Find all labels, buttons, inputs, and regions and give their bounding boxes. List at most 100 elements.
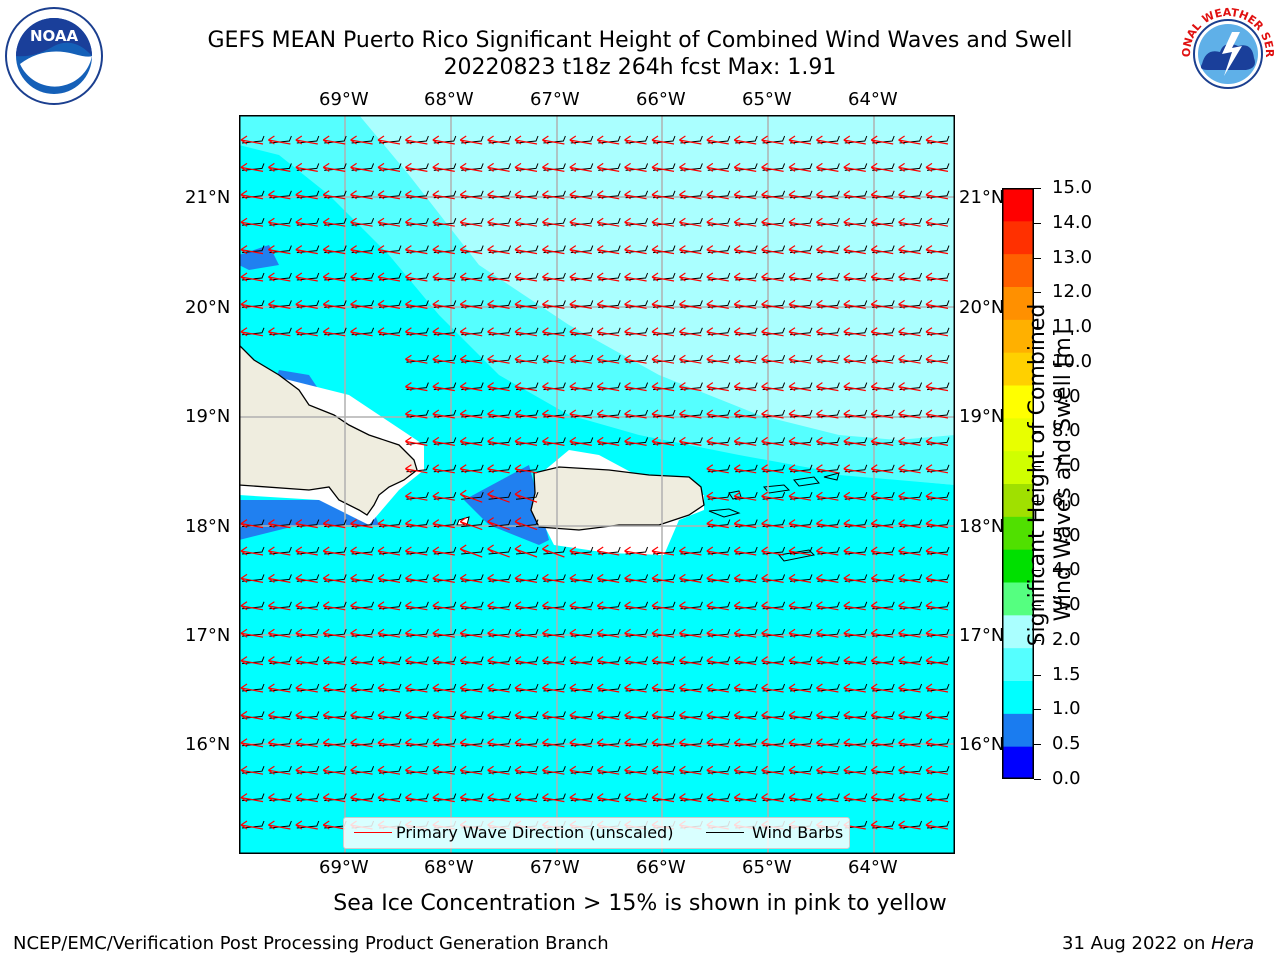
wave-arrow [761, 656, 784, 666]
wind-barb [296, 327, 320, 336]
wave-arrow [322, 793, 346, 803]
wave-arrow [679, 135, 702, 145]
wave-arrow [459, 299, 483, 309]
wave-arrow [350, 299, 373, 309]
wind-barb [598, 245, 621, 254]
wave-arrow [596, 683, 620, 693]
wave-arrow [843, 409, 866, 419]
wave-arrow [487, 710, 510, 720]
wind-barb [652, 135, 676, 144]
wave-arrow [432, 464, 455, 474]
wind-barb [652, 437, 676, 445]
wave-arrow [761, 683, 784, 693]
wave-arrow [569, 135, 592, 145]
wave-arrow [459, 190, 483, 200]
wave-arrow [268, 272, 291, 282]
wind-barb [515, 218, 539, 226]
wave-arrow [268, 299, 291, 309]
wind-barb [241, 190, 265, 199]
wave-arrow [898, 765, 921, 775]
wind-barb [707, 163, 731, 171]
wave-arrow [459, 409, 483, 419]
wave-arrow [706, 546, 729, 556]
wind-barb [570, 711, 594, 719]
wind-barb [680, 218, 703, 226]
wind-barb [789, 546, 813, 555]
wind-barb [378, 546, 402, 555]
lat-label-left-20: 20°N [185, 297, 231, 318]
wind-barb [926, 464, 950, 473]
wave-arrow [240, 327, 264, 337]
wind-barb [652, 409, 676, 418]
wind-barb [324, 766, 347, 774]
colorbar-tick-label: 9.0 [1052, 385, 1081, 407]
wind-barb [543, 683, 566, 692]
wind-barb [570, 409, 594, 418]
colorbar-svg [1002, 188, 1034, 779]
wave-arrow [651, 162, 675, 172]
wave-arrow [624, 436, 647, 446]
wave-arrow [651, 546, 675, 556]
wave-arrow [377, 245, 401, 255]
wind-barb [543, 327, 566, 336]
wave-arrow [596, 710, 620, 720]
wind-barb [817, 163, 840, 171]
wave-arrow [542, 793, 565, 803]
wind-barb [625, 601, 649, 610]
wind-barb [872, 272, 895, 281]
wave-arrow [816, 272, 839, 282]
wave-arrow [843, 436, 866, 446]
wind-barb [598, 135, 621, 144]
wave-arrow [788, 464, 812, 474]
wave-arrow [569, 217, 592, 227]
wind-barb [707, 601, 731, 610]
wave-arrow [843, 491, 866, 501]
wave-arrow [487, 299, 510, 309]
wave-arrow [350, 135, 373, 145]
wind-barb [406, 464, 429, 473]
wind-barb [433, 492, 457, 500]
wave-arrow [487, 544, 510, 558]
wave-arrow [816, 683, 839, 693]
wave-arrow [569, 738, 592, 748]
wave-arrow [733, 190, 757, 200]
wave-arrow [706, 272, 729, 282]
colorbar-segment [1002, 680, 1034, 714]
wind-barb [543, 245, 566, 254]
wind-barb [324, 135, 347, 144]
wind-barb [817, 601, 840, 610]
wave-arrow [487, 517, 510, 531]
wind-barb [789, 437, 813, 445]
wind-barb [817, 656, 840, 665]
wave-arrow [295, 738, 318, 748]
wave-arrow [268, 135, 291, 145]
map-legend: Primary Wave Direction (unscaled) Wind B… [343, 817, 850, 849]
wind-barb [735, 272, 758, 281]
wind-barb [515, 519, 539, 528]
wind-barb [652, 355, 676, 363]
wave-arrow [377, 217, 401, 227]
wave-arrow [487, 738, 510, 748]
wind-barb [625, 766, 649, 774]
wind-barb [625, 683, 649, 692]
wave-arrow [870, 436, 894, 446]
lon-label-bottom-67: 67°W [530, 857, 580, 878]
wind-barb [515, 355, 539, 363]
wave-arrow [651, 245, 675, 255]
wind-barb [269, 300, 292, 308]
wave-arrow [788, 409, 812, 419]
colorbar-tick-mark [1034, 674, 1041, 676]
wave-arrow [761, 409, 784, 419]
wave-arrow [925, 135, 949, 145]
wave-arrow [377, 162, 401, 172]
wave-arrow [350, 327, 373, 337]
wave-arrow [295, 656, 318, 666]
wave-arrow [268, 190, 291, 200]
wind-barb [269, 519, 292, 528]
wave-arrow [624, 162, 647, 172]
wind-barb [817, 272, 840, 281]
wave-arrow [843, 738, 866, 748]
wind-barb [926, 766, 950, 774]
wave-arrow [487, 354, 510, 364]
wind-barb [817, 300, 840, 308]
